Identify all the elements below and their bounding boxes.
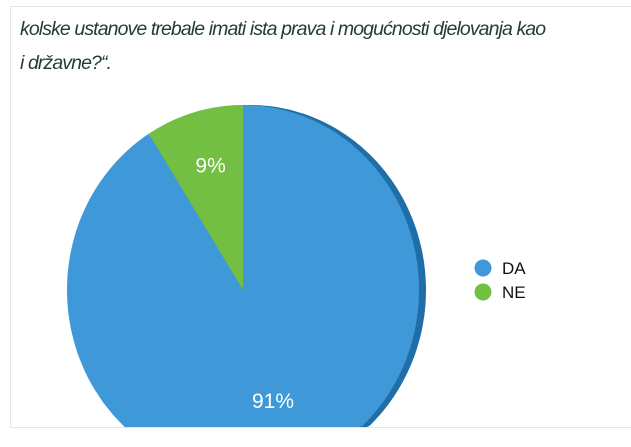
question-caption: kolske ustanove trebale imati ista prava… (20, 12, 630, 80)
legend-label-ne: NE (502, 283, 526, 302)
caption-line-2: i državne?“. (20, 52, 112, 74)
chart-frame (10, 6, 631, 428)
pie-chart: 91% 9% DA NE (67, 105, 526, 427)
data-label-da: 91% (252, 390, 294, 413)
legend-marker-da (474, 259, 492, 277)
pie-slice-ne (148, 105, 243, 290)
data-label-ne: 9% (195, 155, 225, 178)
legend: DA NE (474, 259, 526, 302)
legend-marker-ne (474, 283, 492, 301)
legend-label-da: DA (502, 259, 526, 278)
caption-line-1: kolske ustanove trebale imati ista prava… (20, 18, 546, 40)
